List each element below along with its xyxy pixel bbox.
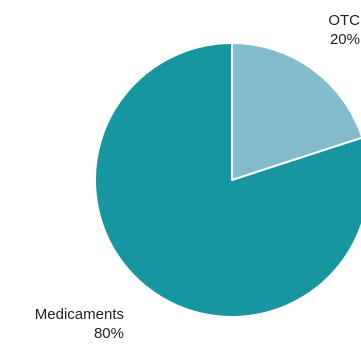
pie-slice-otc — [231, 42, 361, 181]
slice-name-otc: OTC — [328, 12, 360, 29]
slice-value-medicaments: 80% — [93, 325, 124, 342]
slice-name-medicaments: Medicaments — [34, 306, 124, 323]
pie-slice-medicaments — [94, 42, 361, 318]
slice-label-otc: OTC 20% — [300, 11, 360, 49]
slice-label-medicaments: Medicaments 80% — [0, 305, 124, 343]
slice-value-otc: 20% — [329, 31, 360, 48]
